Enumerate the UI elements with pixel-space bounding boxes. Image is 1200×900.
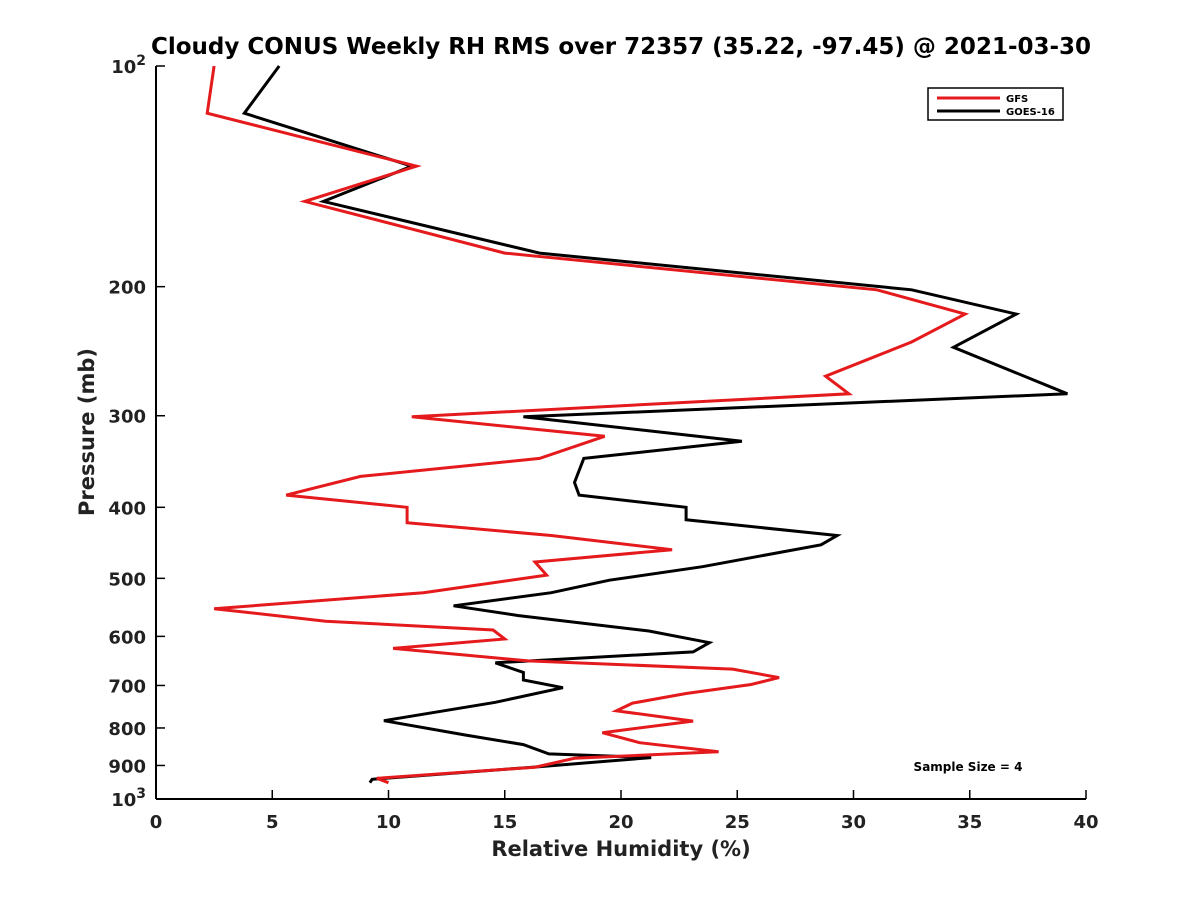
y-tick-label: 103 [111, 786, 146, 811]
x-tick-label: 40 [1073, 812, 1098, 833]
x-tick-label: 0 [150, 812, 163, 833]
y-tick-label: 200 [108, 278, 146, 299]
legend: GFS GOES-16 [927, 87, 1064, 121]
series-layer [205, 65, 1068, 785]
x-tick-label: 25 [725, 812, 750, 833]
y-axis-ticks: 102 200 300 400 500 600 700 800 900 103 [108, 53, 165, 811]
legend-box [927, 87, 1064, 121]
x-tick-label: 30 [841, 812, 866, 833]
chart-title: Cloudy CONUS Weekly RH RMS over 72357 (3… [151, 34, 1091, 60]
y-tick-label: 900 [108, 756, 146, 777]
x-tick-label: 10 [376, 812, 401, 833]
x-tick-label: 15 [492, 812, 517, 833]
x-tick-label: 35 [957, 812, 982, 833]
y-axis-label: Pressure (mb) [75, 348, 99, 516]
x-axis-ticks: 0 5 10 15 20 25 30 35 40 [150, 790, 1099, 833]
y-tick-label: 102 [111, 53, 146, 78]
y-tick-label: 400 [108, 498, 146, 519]
legend-label: GFS [1006, 94, 1028, 105]
sample-size-annotation: Sample Size = 4 [914, 760, 1023, 774]
plot-frame [155, 66, 1086, 800]
series-line-goes-16 [241, 65, 1068, 784]
x-axis-label: Relative Humidity (%) [491, 837, 750, 861]
x-tick-label: 5 [266, 812, 279, 833]
x-tick-label: 20 [608, 812, 633, 833]
y-tick-label: 800 [108, 719, 146, 740]
y-tick-label: 500 [108, 569, 146, 590]
series-line-gfs [205, 65, 970, 785]
y-tick-label: 700 [108, 676, 146, 697]
legend-label: GOES-16 [1006, 107, 1055, 118]
y-tick-label: 600 [108, 627, 146, 648]
y-tick-label: 300 [108, 407, 146, 428]
